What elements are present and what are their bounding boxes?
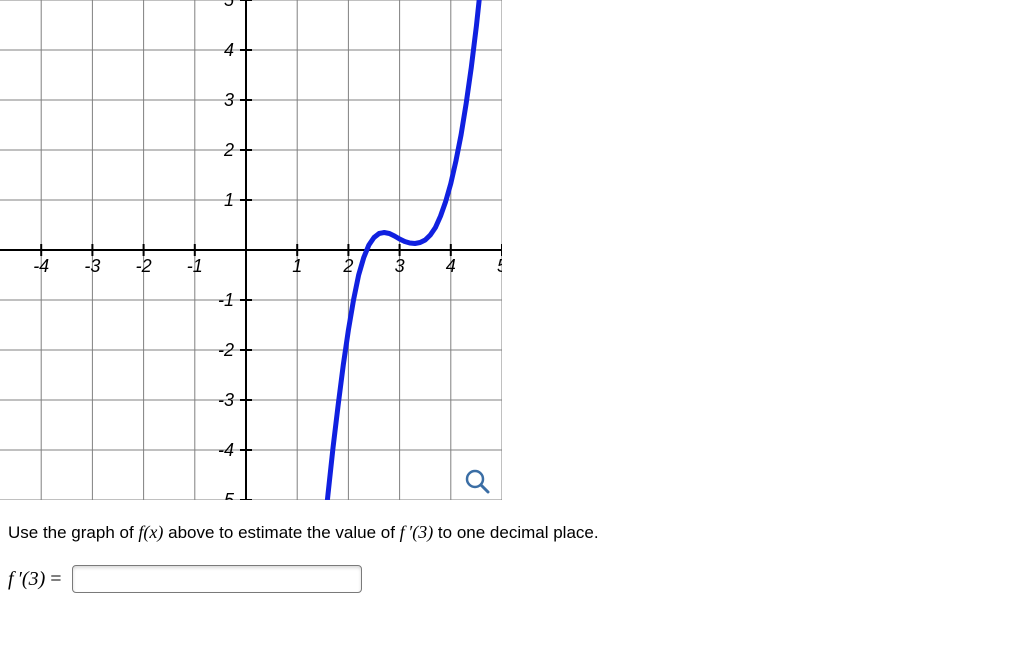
graph-plot: -5-4-3-2-112345-5-4-3-2-112345: [0, 0, 502, 500]
svg-text:1: 1: [224, 190, 234, 210]
svg-text:-2: -2: [218, 340, 234, 360]
svg-text:3: 3: [224, 90, 234, 110]
svg-text:-3: -3: [84, 256, 100, 276]
svg-text:3: 3: [395, 256, 405, 276]
answer-row: f ′(3) =: [0, 555, 1024, 593]
q-prefix: Use the graph of: [8, 523, 138, 542]
svg-text:4: 4: [224, 40, 234, 60]
svg-text:-1: -1: [187, 256, 203, 276]
q-func: f(x): [138, 522, 163, 542]
answer-input[interactable]: [72, 565, 362, 593]
q-suffix: to one decimal place.: [433, 523, 598, 542]
question-text: Use the graph of f(x) above to estimate …: [0, 500, 1024, 555]
svg-text:-4: -4: [33, 256, 49, 276]
svg-text:-4: -4: [218, 440, 234, 460]
svg-text:5: 5: [224, 0, 235, 10]
q-deriv: f ′(3): [400, 522, 434, 542]
svg-text:2: 2: [342, 256, 353, 276]
q-middle: above to estimate the value of: [163, 523, 399, 542]
svg-text:-5: -5: [218, 490, 235, 500]
svg-text:2: 2: [223, 140, 234, 160]
svg-text:4: 4: [446, 256, 456, 276]
svg-text:1: 1: [292, 256, 302, 276]
svg-text:-1: -1: [218, 290, 234, 310]
svg-text:5: 5: [497, 256, 502, 276]
magnify-icon[interactable]: [464, 468, 490, 494]
svg-text:-2: -2: [136, 256, 152, 276]
answer-lhs: f ′(3) =: [8, 568, 62, 591]
svg-text:-3: -3: [218, 390, 234, 410]
